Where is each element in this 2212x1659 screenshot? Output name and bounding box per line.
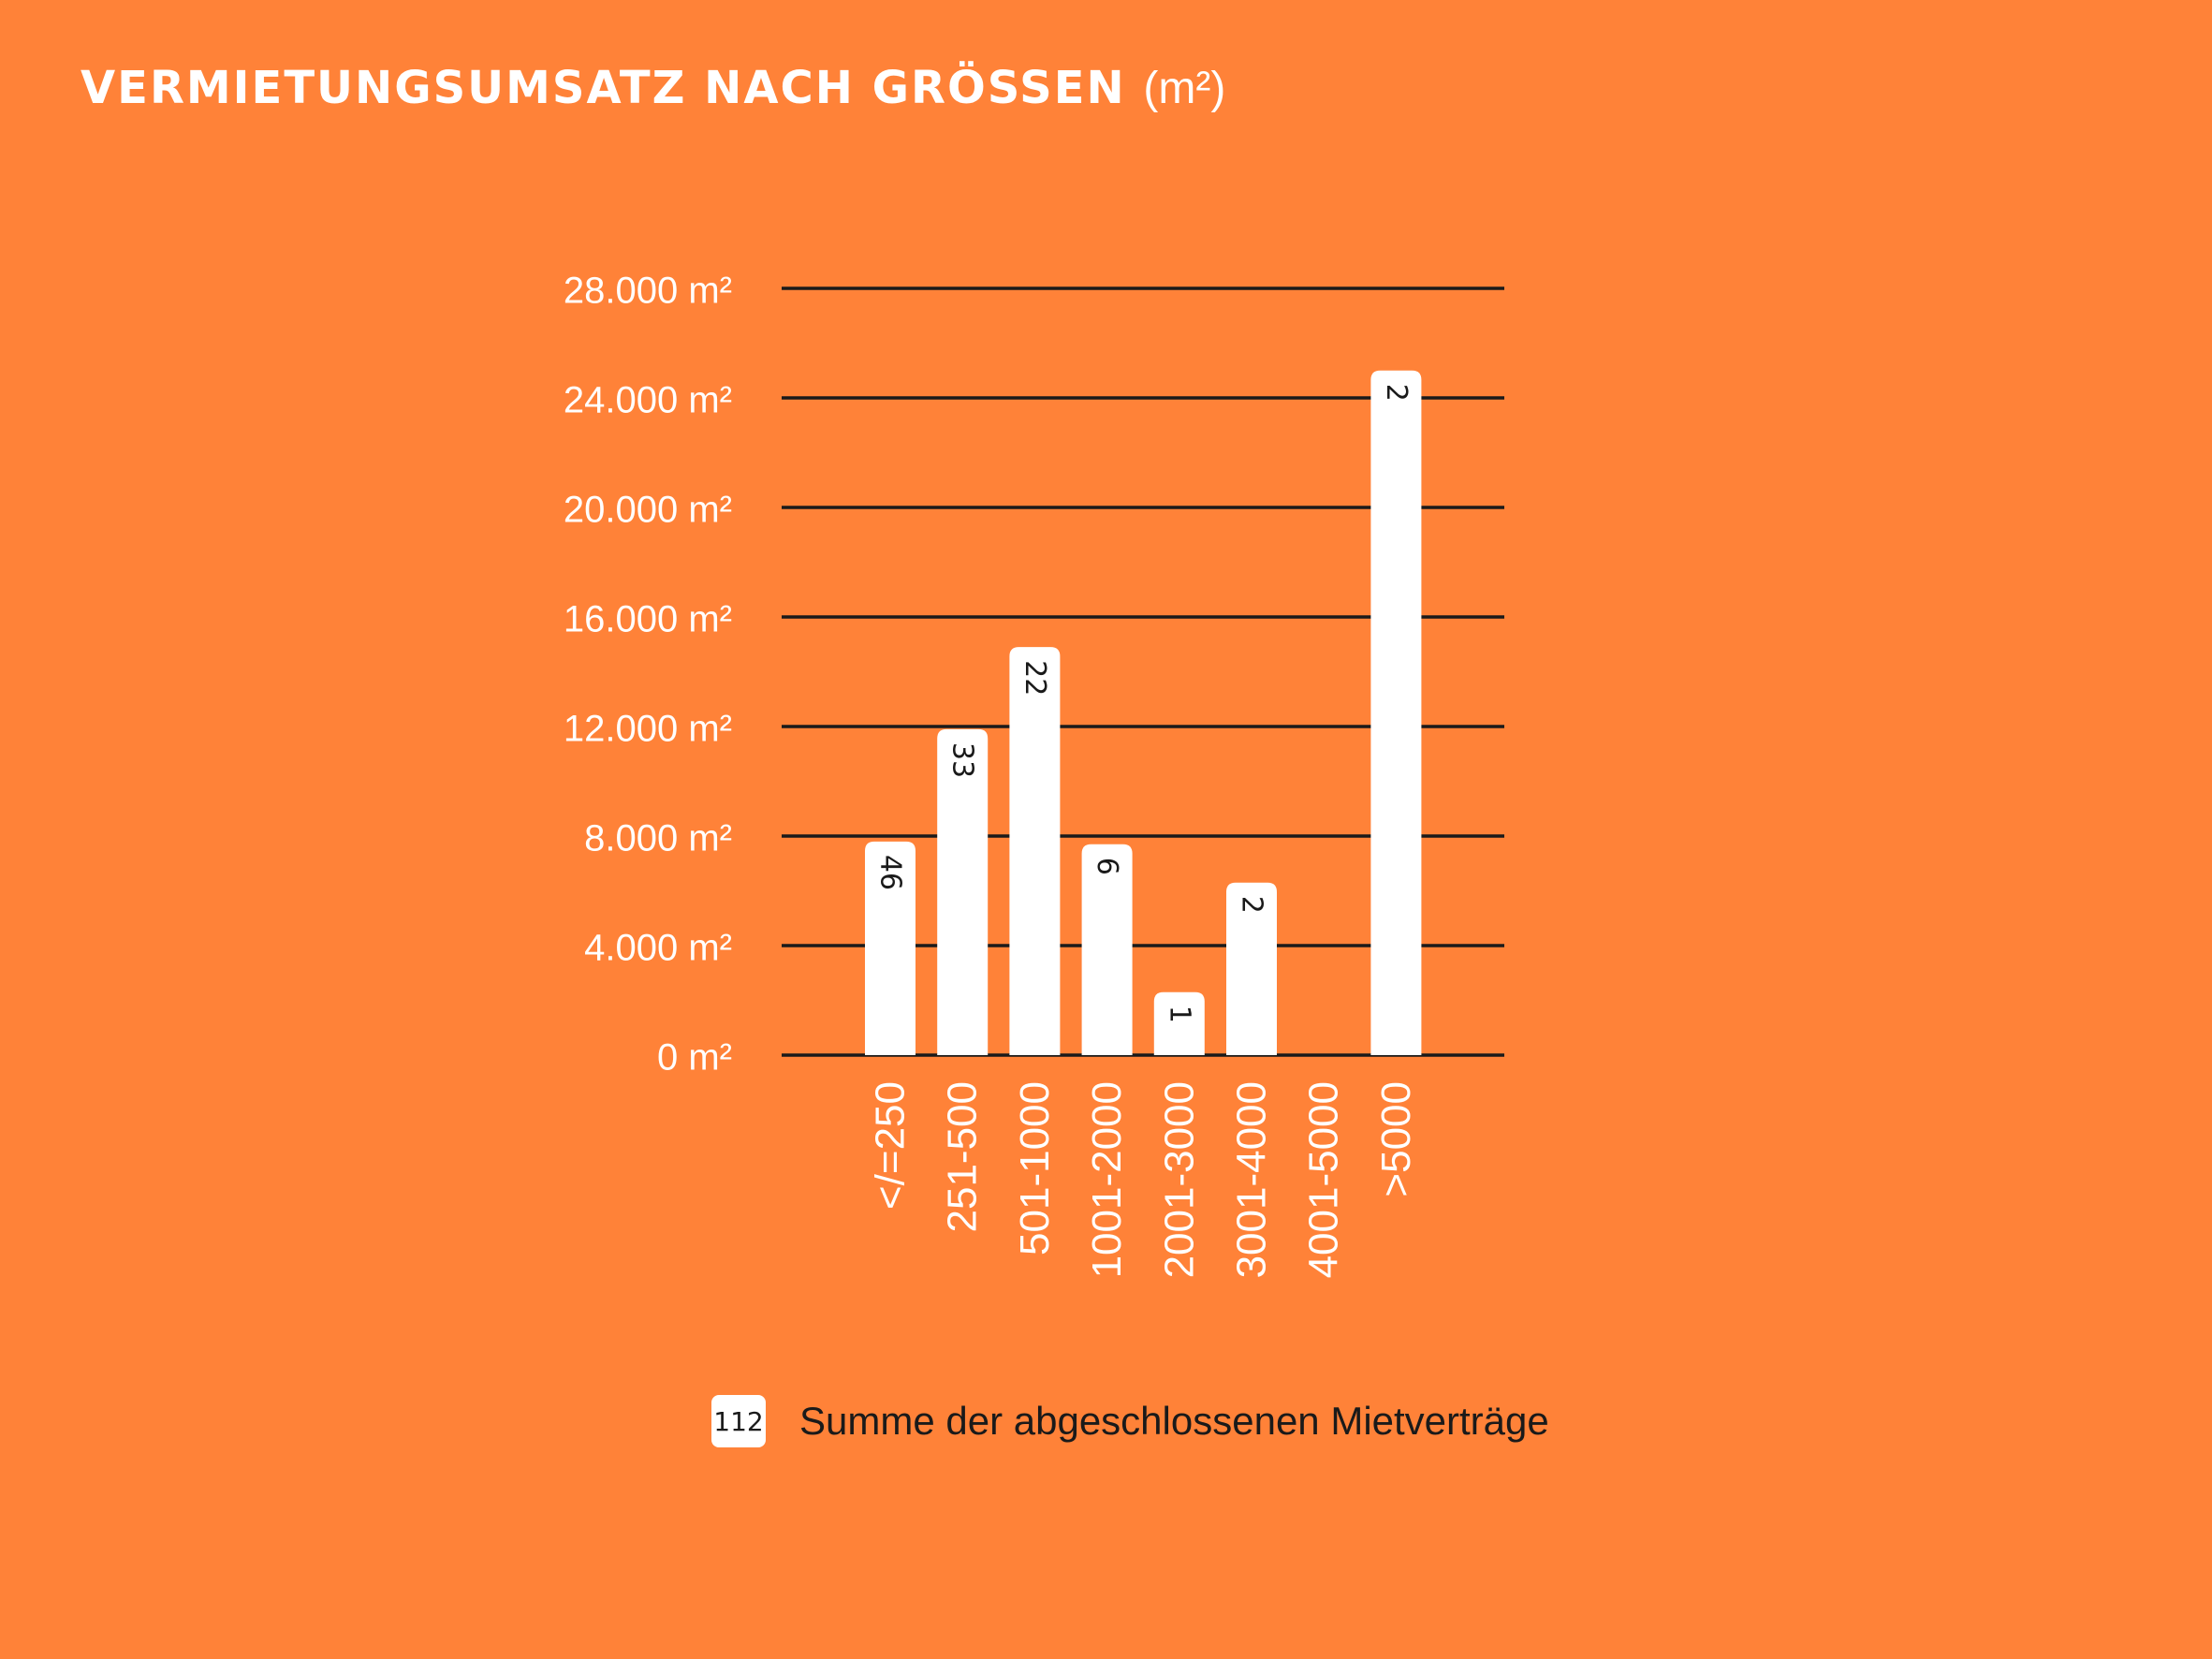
y-axis-ticks: 0 m² 4.000 m² 8.000 m² 12.000 m² 16.000 m² 20… bbox=[564, 271, 732, 1079]
x-tick-label: 3001-4000 bbox=[1229, 1081, 1275, 1278]
bar bbox=[1370, 370, 1422, 1055]
bar-data-label: 6 bbox=[1091, 858, 1123, 875]
x-tick-label: </=250 bbox=[868, 1081, 914, 1210]
legend: 112 Summe der abgeschlossenen Mietverträ… bbox=[711, 1395, 1549, 1447]
bar-data-label: 1 bbox=[1163, 1006, 1195, 1023]
bar-data-label: 46 bbox=[874, 855, 907, 890]
legend-sample-badge: 112 bbox=[711, 1395, 766, 1447]
x-tick-label: 4001-5000 bbox=[1301, 1081, 1347, 1278]
y-tick-label: 20.000 m² bbox=[564, 490, 732, 531]
y-tick-label: 0 m² bbox=[657, 1037, 732, 1079]
bar bbox=[937, 728, 989, 1055]
bar-data-label: 22 bbox=[1018, 660, 1051, 696]
chart-title-text: VERMIETUNGSUMSATZ NACH GRÖSSEN bbox=[81, 62, 1126, 114]
y-tick-label: 12.000 m² bbox=[564, 709, 732, 750]
bar bbox=[1153, 991, 1205, 1055]
y-tick-label: 4.000 m² bbox=[584, 928, 732, 969]
chart-title: VERMIETUNGSUMSATZ NACH GRÖSSEN (m²) bbox=[81, 62, 1225, 114]
x-axis-ticks: </=250 251-500 501-1000 1001-2000 2001-3000 3… bbox=[868, 1081, 1419, 1278]
x-tick-label: 251-500 bbox=[940, 1081, 986, 1232]
chart-title-unit: (m²) bbox=[1143, 64, 1226, 113]
x-tick-label: 2001-3000 bbox=[1156, 1081, 1202, 1278]
bar bbox=[865, 841, 916, 1055]
bar-data-label: 33 bbox=[946, 742, 979, 778]
bar-data-label: 2 bbox=[1380, 384, 1413, 402]
y-tick-label: 24.000 m² bbox=[564, 380, 732, 421]
bar bbox=[1226, 882, 1277, 1055]
bar bbox=[1081, 844, 1133, 1055]
legend-label: Summe der abgeschlossenen Mietverträge bbox=[799, 1399, 1549, 1443]
y-tick-label: 8.000 m² bbox=[584, 818, 732, 859]
y-tick-label: 16.000 m² bbox=[564, 599, 732, 640]
x-tick-label: 501-1000 bbox=[1012, 1081, 1058, 1255]
bar bbox=[1009, 647, 1061, 1055]
y-tick-label: 28.000 m² bbox=[564, 271, 732, 312]
x-tick-label: 1001-2000 bbox=[1084, 1081, 1130, 1278]
bar-data-label: 2 bbox=[1236, 896, 1268, 914]
x-tick-label: >5000 bbox=[1373, 1081, 1419, 1197]
